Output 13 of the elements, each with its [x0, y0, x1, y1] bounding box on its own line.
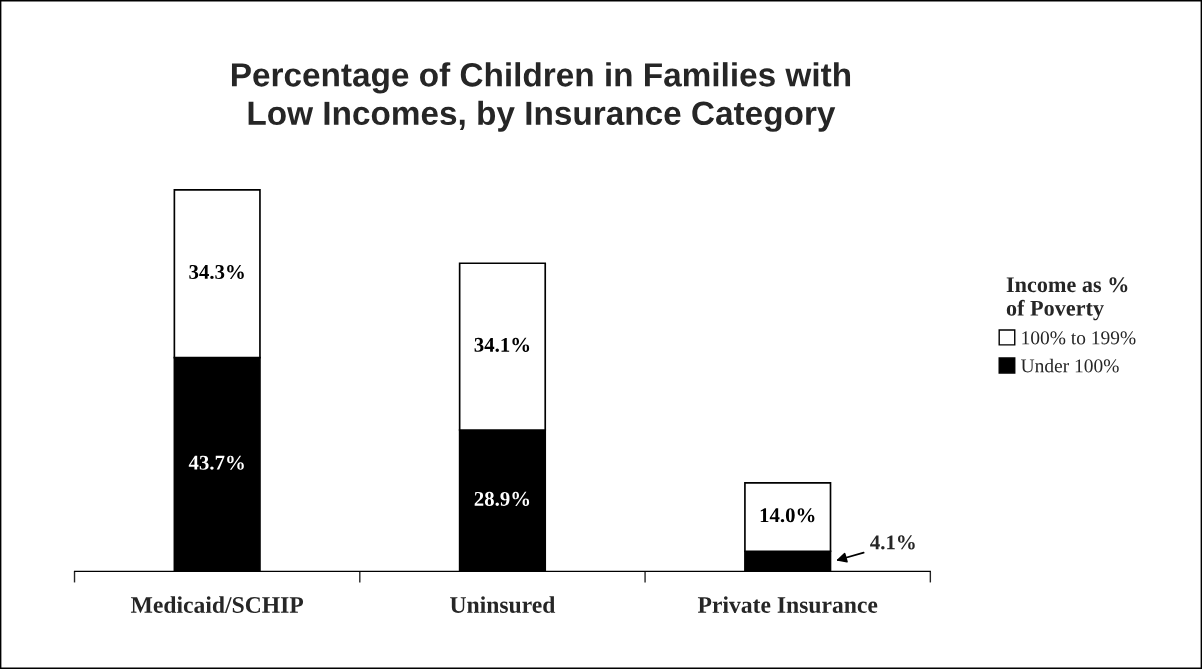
legend-label: Under 100% [1020, 358, 1119, 373]
x-tick-label: Private Insurance [697, 596, 878, 613]
x-tick-label: Uninsured [450, 596, 556, 613]
data-label: 4.1% [870, 535, 915, 550]
chart-title: Percentage of Children in Families with Low Incomes, by Insurance Category [231, 62, 851, 132]
data-label: 14.0% [760, 508, 815, 523]
data-label: 34.1% [474, 337, 530, 352]
data-label: 28.9% [474, 491, 530, 506]
data-label: 34.3% [189, 264, 244, 280]
x-tick-label: Medicaid/SCHIP [130, 596, 304, 613]
legend-label: 100% to 199% [1022, 331, 1136, 345]
data-label: 43.7% [188, 455, 244, 470]
legend-title: Income as % of Poverty [1006, 277, 1128, 321]
